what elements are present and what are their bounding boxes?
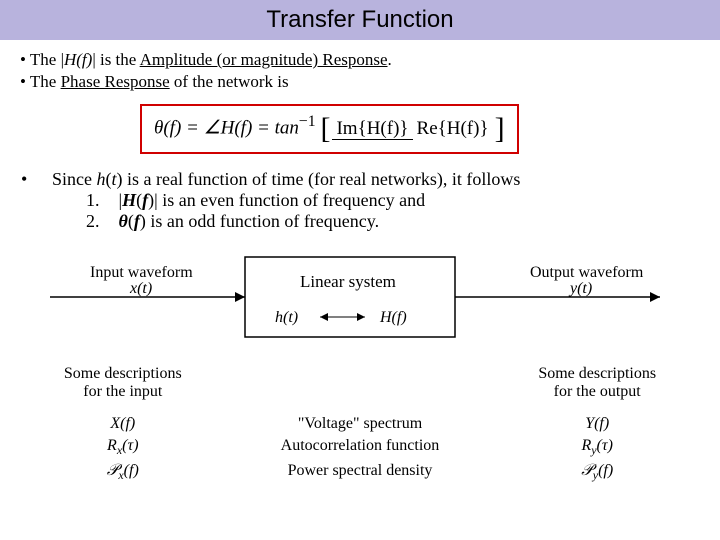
i1num: 1. [86, 190, 114, 211]
desc-left-title: Some descriptions for the input [22, 364, 224, 402]
rt2: for the output [554, 383, 641, 400]
ryp: R [581, 437, 591, 454]
bullet-1: • The |H(f)| is the Amplitude (or magnit… [20, 50, 700, 70]
b1-hf: H(f) [64, 50, 92, 69]
desc-xf: X(f) [110, 415, 135, 432]
i2theta: θ [119, 211, 128, 231]
formula-box: θ(f) = ∠H(f) = tan−1 [Im{H(f)}Re{H(f)}] [140, 104, 519, 154]
diag-box-label: Linear system [300, 272, 396, 291]
s1c: ) is a real function of time (for real n… [117, 169, 521, 189]
bullet-2: • The Phase Response of the network is [20, 72, 700, 92]
since-line1: Since h(t) is a real function of time (f… [52, 169, 520, 190]
rxa: (τ) [122, 437, 138, 454]
since-item1: 1. |H(f)| is an even function of frequen… [86, 190, 520, 211]
diag-hf: H(f) [379, 309, 407, 326]
pxa: (f) [124, 462, 139, 479]
since-block: • Since h(t) is a real function of time … [20, 168, 700, 233]
b1-mid: | is the [92, 50, 139, 69]
b2-end: of the network is [170, 72, 289, 91]
formula-sup: −1 [299, 113, 316, 130]
s1a: Since [52, 169, 97, 189]
diag-output-label: Output waveform [530, 264, 644, 281]
diag-input-label: Input waveform [90, 264, 193, 281]
phase-response-link: Phase Response [61, 72, 170, 91]
s1h: h [97, 169, 106, 189]
rt1: Some descriptions [538, 365, 656, 382]
desc-psd: Power spectral density [226, 461, 495, 484]
pyp: 𝒫 [581, 462, 593, 479]
rxp: R [107, 437, 117, 454]
desc-auto: Autocorrelation function [226, 436, 495, 459]
formula-lbracket: [ [320, 112, 330, 145]
formula-rbracket: ] [495, 112, 505, 145]
pya: (f) [598, 462, 613, 479]
pxp: 𝒫 [107, 462, 119, 479]
i2b: ) is an odd function of frequency. [140, 211, 379, 231]
slide-header: Transfer Function [0, 0, 720, 40]
formula-fraction: Im{H(f)}Re{H(f)} [332, 118, 492, 140]
b1-pre: • The | [20, 50, 64, 69]
since-item2: 2. θ(f) is an odd function of frequency. [86, 211, 520, 232]
rya: (τ) [597, 437, 613, 454]
b2-pre: • The [20, 72, 61, 91]
desc-right-title: Some descriptions for the output [496, 364, 698, 402]
formula-theta: θ(f) = ∠H(f) = tan [154, 117, 299, 138]
system-diagram: Input waveform x(t) Linear system h(t) H… [20, 247, 700, 352]
amplitude-response-link: Amplitude (or magnitude) Response [140, 50, 388, 69]
desc-volt: "Voltage" spectrum [226, 414, 495, 434]
i1hf: H [122, 190, 136, 210]
diag-ht: h(t) [275, 309, 298, 326]
i2num: 2. [86, 211, 114, 232]
slide-title: Transfer Function [266, 6, 453, 33]
i1c: )| is an even function of frequency and [148, 190, 425, 210]
slide-content: • The |H(f)| is the Amplitude (or magnit… [0, 40, 720, 486]
b1-end: . [388, 50, 392, 69]
desc-yf: Y(f) [585, 415, 609, 432]
formula-num: Im{H(f)} [332, 118, 412, 140]
since-bullet: • [20, 168, 51, 233]
lt2: for the input [83, 383, 162, 400]
diag-output-sig: y(t) [568, 280, 592, 297]
lt1: Some descriptions [64, 365, 182, 382]
diagram-svg: Input waveform x(t) Linear system h(t) H… [20, 247, 700, 347]
descriptions-table: Some descriptions for the input Some des… [20, 362, 700, 486]
diag-input-sig: x(t) [129, 280, 152, 297]
formula-den: Re{H(f)} [413, 118, 493, 139]
